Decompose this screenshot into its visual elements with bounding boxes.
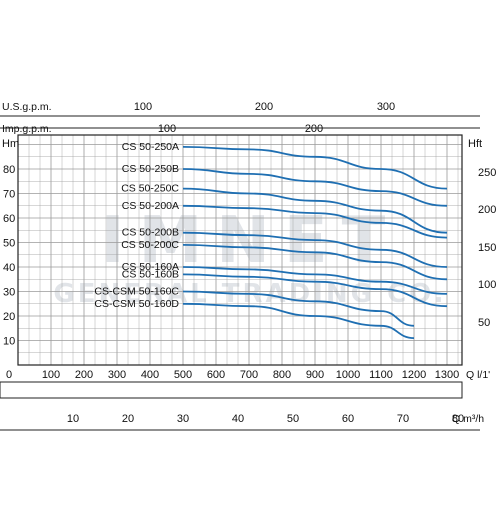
q-lmin-tick-label: 300 bbox=[108, 369, 126, 381]
series-label: CS 50-160B bbox=[122, 268, 179, 280]
q-lmin-tick-label: 1300 bbox=[435, 369, 459, 381]
q-m3h-tick-label: 80 bbox=[452, 413, 464, 425]
q-m3h-axis-label: Q m³/h bbox=[452, 413, 484, 425]
q-lmin-tick-label: 700 bbox=[240, 369, 258, 381]
series-label: CS 50-200B bbox=[122, 227, 179, 239]
us-gpm-tick-label: 100 bbox=[134, 101, 152, 113]
q-m3h-tick-label: 10 bbox=[67, 413, 79, 425]
q-m3h-tick-label: 20 bbox=[122, 413, 134, 425]
q-m3h-tick-label: 40 bbox=[232, 413, 244, 425]
us-gpm-axis-label: U.S.g.p.m. bbox=[2, 101, 52, 113]
series-line bbox=[182, 244, 448, 281]
series-label: CS 50-250C bbox=[121, 183, 179, 195]
series-label: CS 50-200C bbox=[121, 239, 179, 251]
series-label: CS 50-160A bbox=[122, 261, 179, 273]
q-lmin-tick-label: 900 bbox=[306, 369, 324, 381]
head-ft-unit-label: Hft bbox=[468, 138, 482, 150]
head-ft-tick-label: 100 bbox=[478, 279, 496, 291]
series-line bbox=[182, 266, 448, 295]
series-line bbox=[182, 204, 448, 239]
imp-gpm-tick-label: 200 bbox=[305, 123, 323, 135]
us-gpm-tick-label: 300 bbox=[377, 101, 395, 113]
head-m-tick-label: 70 bbox=[3, 189, 15, 201]
series-line bbox=[182, 146, 448, 190]
q-m3h-tick-label: 50 bbox=[287, 413, 299, 425]
q-lmin-tick-label: 200 bbox=[75, 369, 93, 381]
q-lmin-axis-label: Q l/1' bbox=[466, 369, 490, 381]
head-ft-tick-label: 200 bbox=[478, 204, 496, 216]
head-m-tick-label: 30 bbox=[3, 287, 15, 299]
series-line bbox=[182, 168, 448, 207]
head-m-tick-label: 60 bbox=[3, 213, 15, 225]
q-lmin-tick-label: 800 bbox=[273, 369, 291, 381]
q-m3h-tick-label: 70 bbox=[397, 413, 409, 425]
head-m-tick-label: 50 bbox=[3, 238, 15, 250]
grid bbox=[17, 135, 462, 366]
series-label: CS-CSM 50-160C bbox=[94, 286, 179, 298]
head-m-tick-label: 20 bbox=[3, 311, 15, 323]
q-lmin-tick-label: 400 bbox=[141, 369, 159, 381]
series-line bbox=[182, 273, 448, 308]
q-lmin-tick-label: 1200 bbox=[402, 369, 426, 381]
q-lmin-tick-label: 1100 bbox=[369, 369, 393, 381]
series-line bbox=[182, 231, 448, 268]
q-lmin-tick-label: 600 bbox=[207, 369, 225, 381]
series-label: CS-CSM 50-160D bbox=[94, 298, 179, 310]
series-line bbox=[182, 290, 415, 327]
us-gpm-tick-label: 200 bbox=[255, 101, 273, 113]
lmin-axis-band bbox=[0, 381, 463, 399]
curves: CS 50-250A CS 50-250B CS 50-250C CS 50-200A… bbox=[94, 141, 448, 339]
frames bbox=[0, 115, 480, 431]
q-lmin-tick-label: 100 bbox=[42, 369, 60, 381]
q-lmin-tick-label: 500 bbox=[174, 369, 192, 381]
head-m-tick-label: 40 bbox=[3, 262, 15, 274]
q-lmin-tick-label: 1000 bbox=[336, 369, 360, 381]
plot-frame bbox=[17, 134, 463, 366]
series-line bbox=[182, 187, 448, 234]
q-m3h-tick-label: 30 bbox=[177, 413, 189, 425]
head-ft-tick-label: 250 bbox=[478, 167, 496, 179]
imp-gpm-tick-label: 100 bbox=[158, 123, 176, 135]
head-m-tick-label: 10 bbox=[3, 336, 15, 348]
q-lmin-tick-label: 0 bbox=[6, 369, 12, 381]
imp-gpm-axis-label: Imp.g.p.m. bbox=[2, 123, 52, 135]
head-ft-tick-label: 150 bbox=[478, 242, 496, 254]
head-ft-tick-label: 50 bbox=[478, 317, 490, 329]
series-label: CS 50-250B bbox=[122, 163, 179, 175]
series-label: CS 50-200A bbox=[122, 200, 179, 212]
series-line bbox=[182, 302, 415, 339]
q-m3h-tick-label: 60 bbox=[342, 413, 354, 425]
series-label: CS 50-250A bbox=[122, 141, 179, 153]
head-m-unit-label: Hm bbox=[2, 138, 19, 150]
head-m-tick-label: 80 bbox=[3, 164, 15, 176]
